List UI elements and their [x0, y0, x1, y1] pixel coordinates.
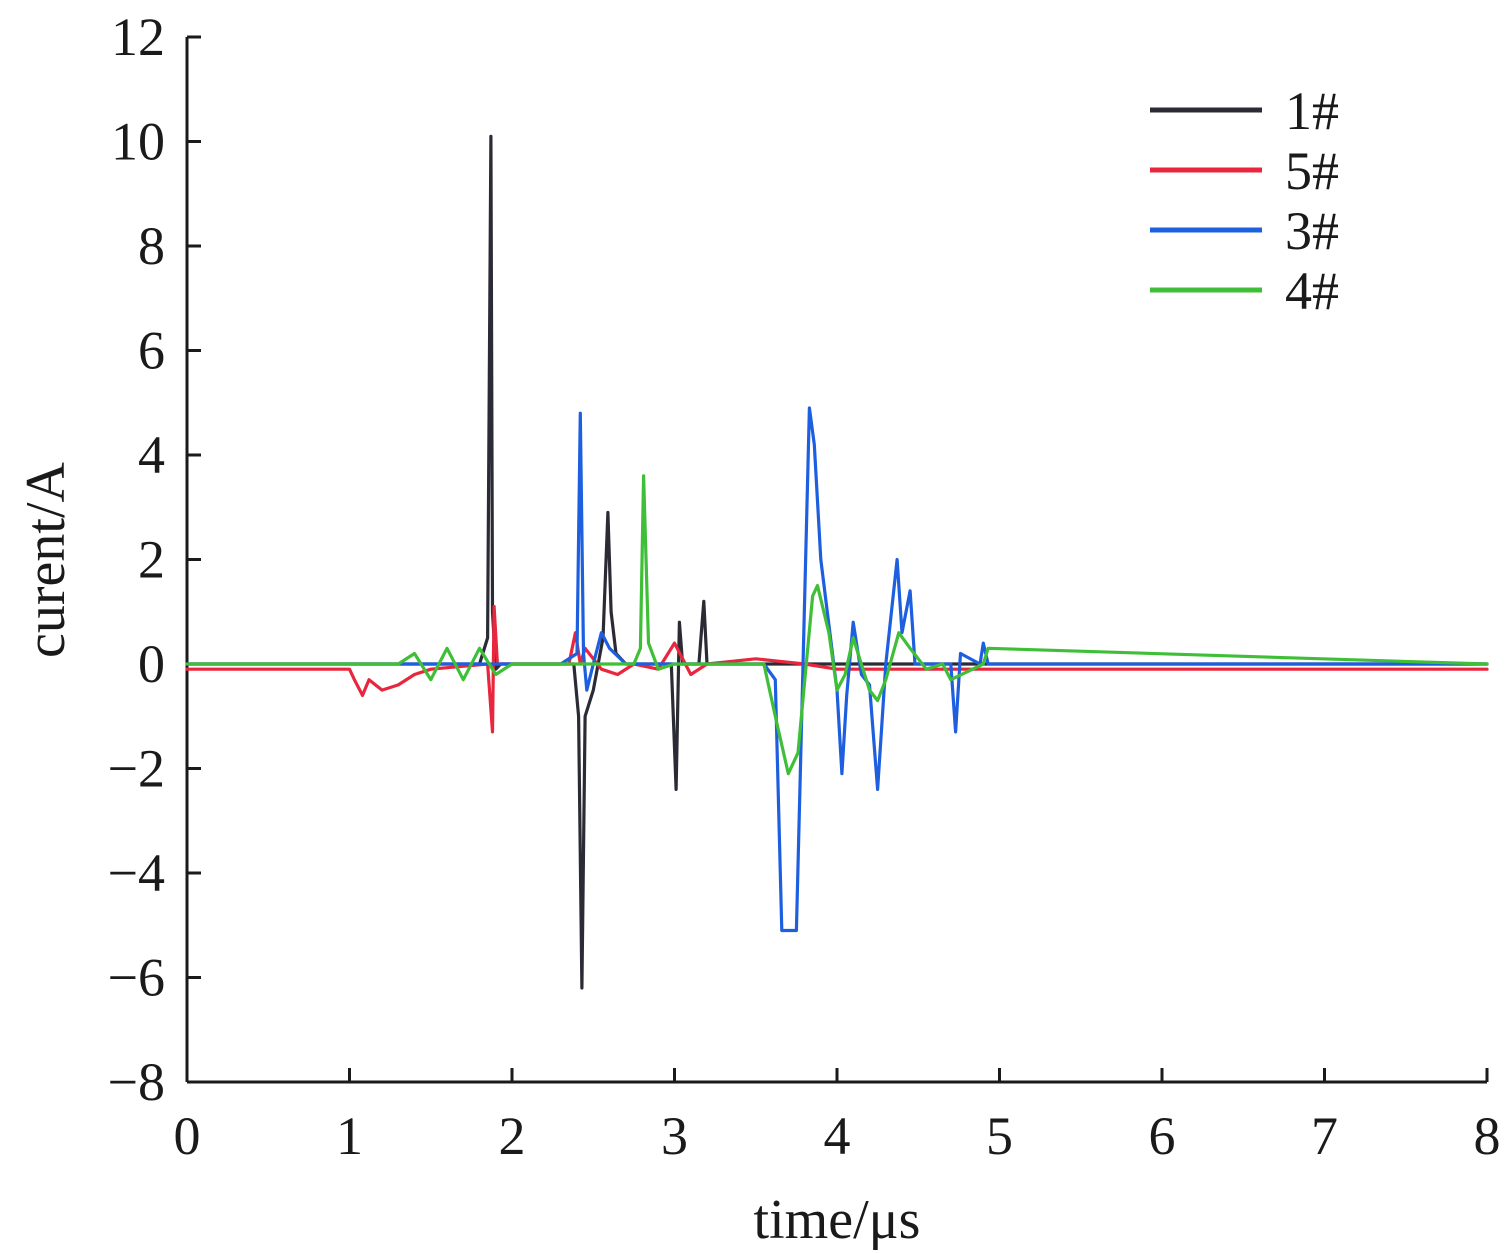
y-tick-label: 10	[111, 112, 165, 172]
series-layer	[185, 134, 1489, 990]
legend-label: 3#	[1285, 201, 1339, 261]
x-tick-label: 6	[1149, 1106, 1176, 1166]
series-line-3	[185, 406, 1489, 933]
legend-label: 5#	[1285, 141, 1339, 201]
y-tick-label: −2	[108, 739, 165, 799]
x-tick-label: 0	[174, 1106, 201, 1166]
x-tick-label: 7	[1311, 1106, 1338, 1166]
x-tick-label: 2	[499, 1106, 526, 1166]
series-line-4	[185, 474, 1489, 776]
y-tick-label: 2	[138, 530, 165, 590]
x-tick-label: 4	[824, 1106, 851, 1166]
y-tick-label: 0	[138, 634, 165, 694]
y-tick-label: 12	[111, 7, 165, 67]
legend-label: 4#	[1285, 261, 1339, 321]
y-tick-label: −4	[108, 843, 165, 903]
legend-label: 1#	[1285, 81, 1339, 141]
x-tick-label: 8	[1474, 1106, 1501, 1166]
y-tick-label: 4	[138, 425, 165, 485]
x-tick-label: 1	[336, 1106, 363, 1166]
x-axis-title: time/μs	[754, 1189, 921, 1251]
x-tick-label: 5	[986, 1106, 1013, 1166]
legend: 1#5#3#4#	[1150, 81, 1339, 321]
y-tick-label: 6	[138, 321, 165, 381]
y-tick-label: −6	[108, 948, 165, 1008]
y-tick-label: 8	[138, 216, 165, 276]
x-tick-label: 3	[661, 1106, 688, 1166]
y-tick-label: −8	[108, 1052, 165, 1112]
y-axis-title: curent/A	[15, 461, 77, 657]
